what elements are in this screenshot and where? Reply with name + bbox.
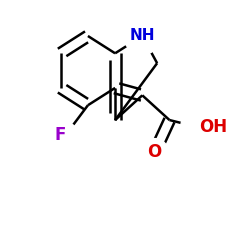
Circle shape xyxy=(53,122,78,147)
Text: F: F xyxy=(54,126,66,144)
Circle shape xyxy=(141,138,168,166)
Text: O: O xyxy=(148,143,162,161)
Text: OH: OH xyxy=(199,118,227,136)
Circle shape xyxy=(124,18,161,54)
Text: NH: NH xyxy=(130,28,155,44)
Circle shape xyxy=(180,109,218,146)
